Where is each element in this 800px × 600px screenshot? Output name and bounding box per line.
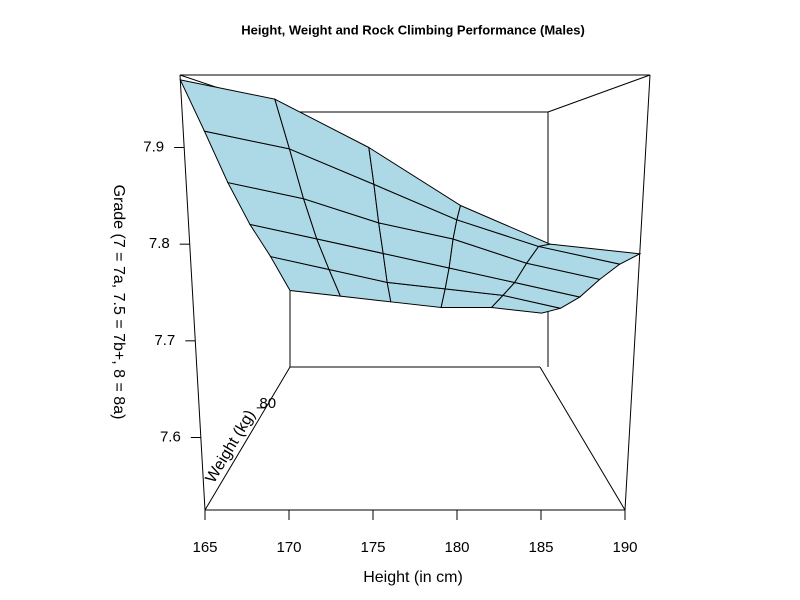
z-tick-label: 7.6	[160, 428, 181, 445]
chart-title: Height, Weight and Rock Climbing Perform…	[241, 22, 585, 37]
box-edge	[539, 366, 626, 511]
z-axis-label: Grade (7 = 7a, 7.5 = 7b+, 8 = 8a)	[110, 185, 127, 420]
box-edge	[547, 74, 651, 113]
x-tick-label: 170	[276, 539, 301, 556]
box-edge	[204, 366, 291, 511]
surface-cell	[538, 243, 642, 265]
x-tick-label: 165	[192, 539, 217, 556]
y-axis-label: Weight (kg)	[203, 407, 259, 486]
x-tick-label: 175	[360, 539, 385, 556]
z-tick-label: 7.7	[154, 332, 175, 349]
z-tick-label: 7.9	[143, 138, 164, 155]
x-axis-label: Height (in cm)	[363, 569, 463, 586]
x-tick-label: 190	[612, 539, 637, 556]
z-tick-label: 7.8	[149, 235, 170, 252]
surface	[179, 79, 642, 314]
x-tick-label: 185	[528, 539, 553, 556]
back-box	[179, 74, 651, 511]
box-edge	[624, 74, 651, 511]
y-tick-label: 80	[259, 395, 276, 412]
box-edge	[179, 74, 206, 511]
x-tick-label: 180	[444, 539, 469, 556]
